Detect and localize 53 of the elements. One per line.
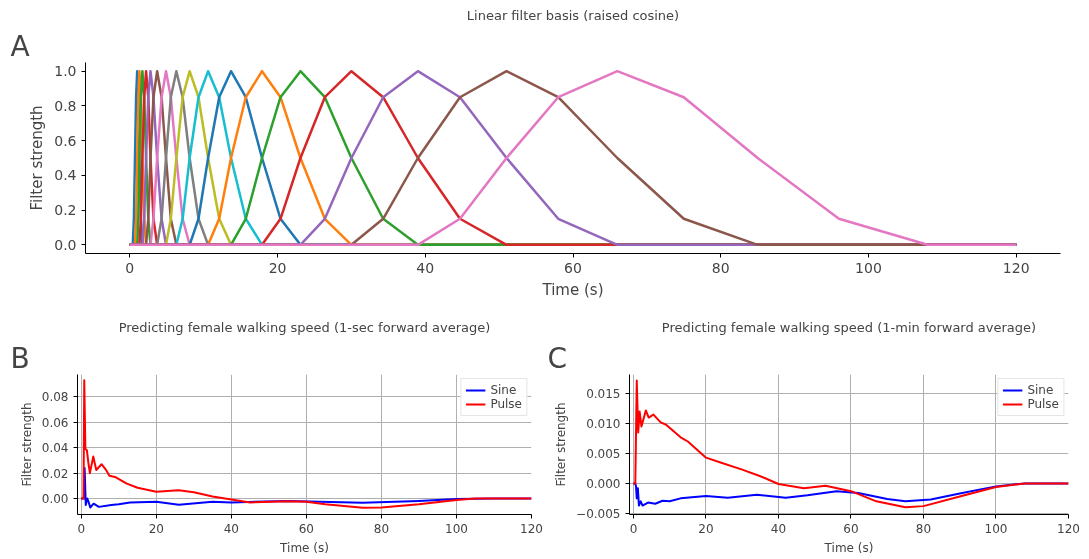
x-tick-label: 60 [843, 521, 859, 536]
chart-title: Predicting female walking speed (1-min forward average) [661, 319, 1037, 335]
x-tick-label: 20 [698, 521, 714, 536]
chart-title: Linear filter basis (raised cosine) [466, 7, 680, 23]
x-axis-title: Time (s) [541, 280, 604, 299]
legend-label: Sine [1027, 383, 1054, 397]
x-tick-label: 0 [629, 521, 638, 536]
text: A [10, 29, 30, 63]
x-tick-label: 40 [223, 521, 239, 536]
y-tick-label: 0.04 [41, 441, 69, 456]
text: B [10, 341, 30, 375]
y-tick-label: 0.4 [54, 167, 77, 184]
y-tick-label: 0.02 [41, 466, 69, 481]
y-tick-label: 0.000 [586, 476, 621, 491]
x-tick-label: 20 [148, 521, 164, 536]
y-axis-title: Filter strength [28, 105, 47, 211]
x-tick-label: 80 [711, 259, 730, 276]
x-tick-label: 120 [1057, 521, 1080, 536]
x-tick-label: 40 [770, 521, 787, 536]
y-tick-label: 0.08 [41, 390, 69, 405]
x-tick-label: 40 [416, 259, 435, 276]
y-tick-label: 1.0 [54, 63, 77, 80]
y-axis-title: Filter strength [19, 402, 34, 487]
y-tick-label: −0.005 [576, 506, 621, 521]
y-tick-label: 0.6 [54, 132, 77, 149]
x-tick-label: 60 [564, 259, 582, 276]
legend-label: Pulse [490, 397, 522, 411]
x-tick-label: 100 [984, 521, 1008, 536]
x-tick-label: 60 [298, 521, 315, 536]
y-tick-label: 0.2 [54, 202, 77, 219]
text: C [547, 341, 568, 375]
y-tick-label: 0.8 [54, 97, 77, 114]
chart-title: Predicting female walking speed (1-sec forward average) [118, 319, 491, 335]
legend-label: Sine [490, 383, 517, 397]
y-tick-label: 0.0 [54, 236, 77, 253]
x-tick-label: 120 [1002, 259, 1030, 276]
x-tick-label: 100 [445, 521, 468, 536]
x-tick-label: 80 [915, 521, 932, 536]
x-tick-label: 80 [373, 521, 390, 536]
y-axis-title: Filter strength [554, 402, 569, 487]
x-tick-label: 120 [520, 521, 543, 536]
x-axis-title: Time (s) [279, 540, 329, 555]
y-tick-label: 0.015 [586, 387, 621, 402]
y-tick-label: 0.005 [586, 446, 621, 461]
x-tick-label: 100 [855, 259, 882, 276]
legend-label: Pulse [1027, 397, 1059, 411]
x-tick-label: 0 [77, 521, 86, 536]
x-tick-label: 20 [268, 259, 287, 276]
y-tick-label: 0.00 [41, 492, 69, 507]
y-tick-label: 0.06 [41, 415, 69, 430]
x-tick-label: 0 [125, 259, 135, 276]
x-axis-title: Time (s) [823, 540, 874, 555]
y-tick-label: 0.010 [586, 417, 621, 432]
